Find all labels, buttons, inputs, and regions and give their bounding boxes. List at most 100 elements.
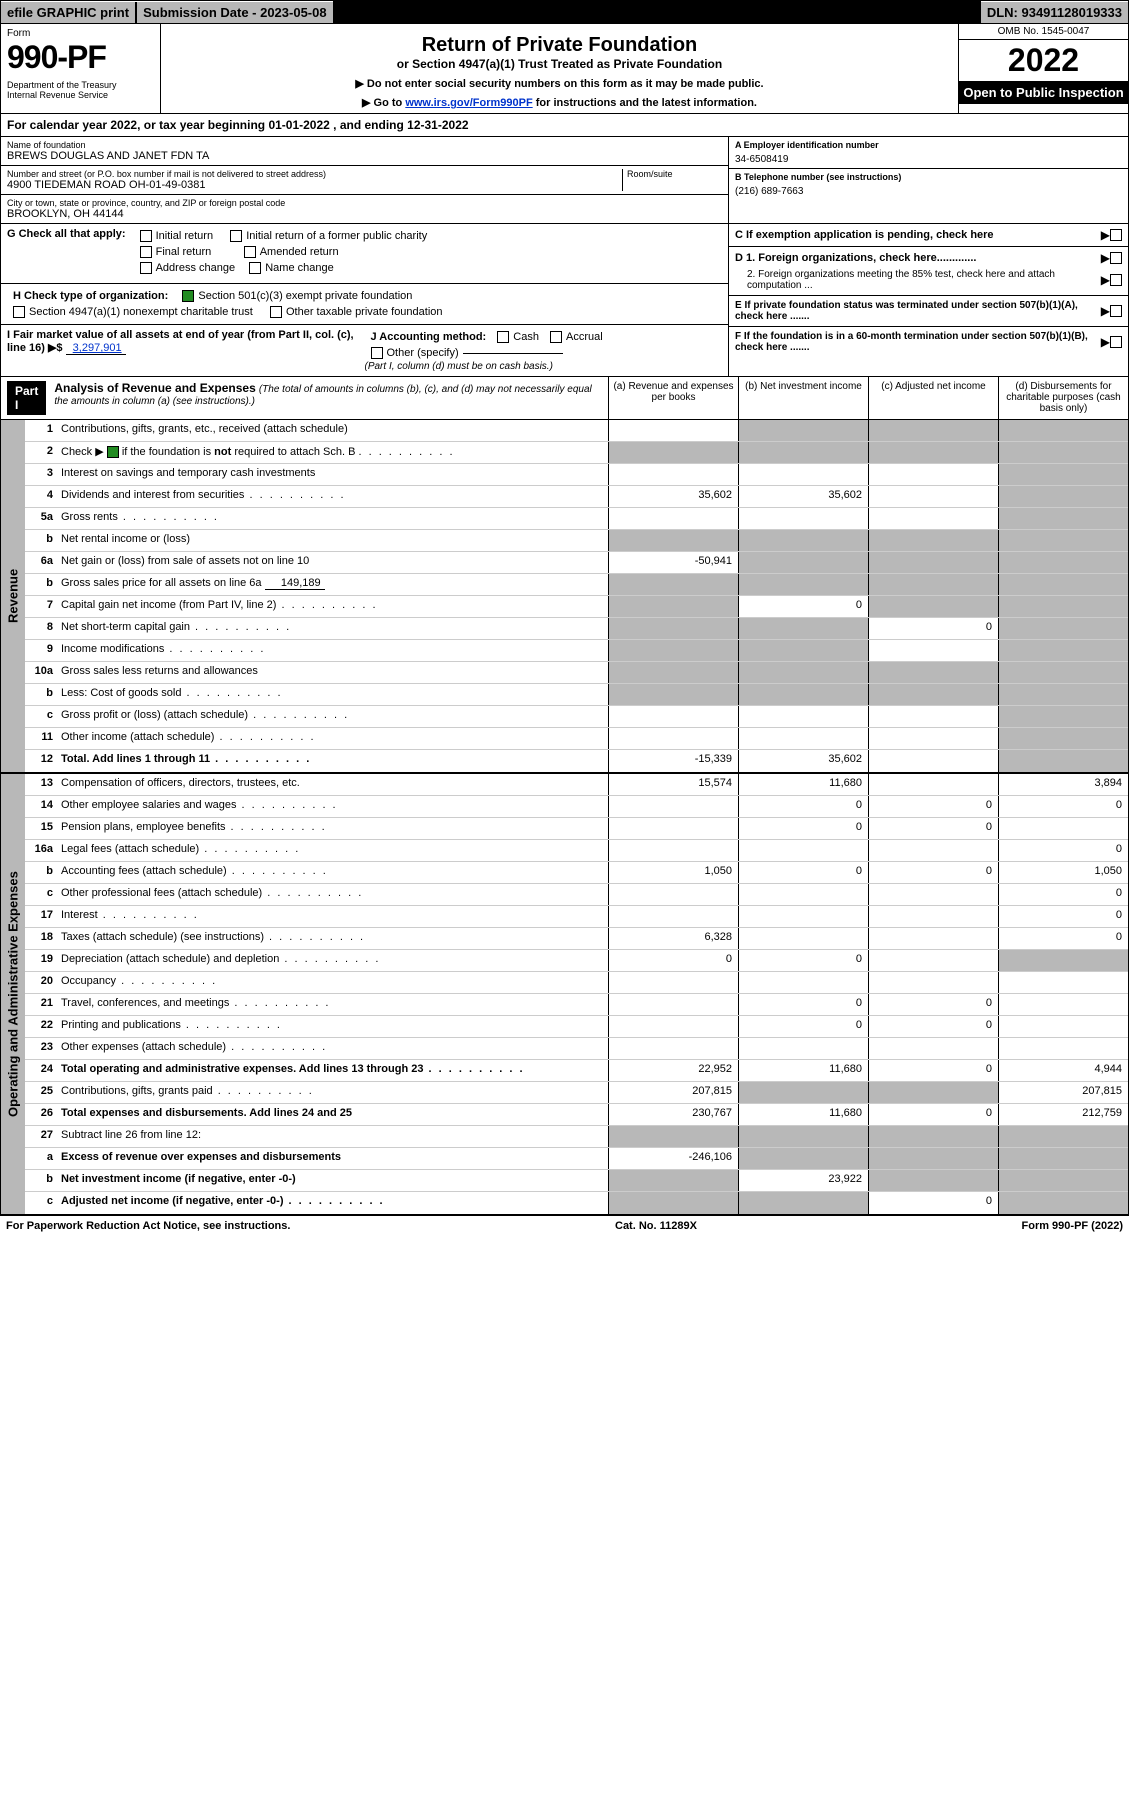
cell-c: [868, 1038, 998, 1059]
cb-f[interactable]: [1110, 336, 1122, 348]
revenue-table: Revenue 1Contributions, gifts, grants, e…: [0, 420, 1129, 773]
cell-d: [998, 1126, 1128, 1147]
table-row: bNet rental income or (loss): [25, 530, 1128, 552]
note2-post: for instructions and the latest informat…: [533, 97, 757, 109]
desc: Net gain or (loss) from sale of assets n…: [57, 552, 608, 573]
cell-a: 1,050: [608, 862, 738, 883]
cb-initial-former[interactable]: [230, 230, 242, 242]
j-other-input[interactable]: [463, 353, 563, 354]
h-501c3: Section 501(c)(3) exempt private foundat…: [198, 290, 412, 302]
cell-c: [868, 442, 998, 463]
ln: c: [25, 884, 57, 905]
g-row: G Check all that apply: Initial return I…: [1, 224, 728, 284]
desc: Interest on savings and temporary cash i…: [57, 464, 608, 485]
cell-c: [868, 972, 998, 993]
cell-b: [738, 574, 868, 595]
cell-d: [998, 750, 1128, 772]
cell-c: [868, 774, 998, 795]
desc: Net investment income (if negative, ente…: [57, 1170, 608, 1191]
calendar-year: For calendar year 2022, or tax year begi…: [0, 114, 1129, 137]
i-val[interactable]: 3,297,901: [66, 342, 126, 355]
cb-accrual[interactable]: [550, 331, 562, 343]
inspection-label: Open to Public Inspection: [959, 81, 1128, 104]
cell-d: [998, 530, 1128, 551]
d: Other professional fees (attach schedule…: [61, 887, 262, 899]
cb-initial[interactable]: [140, 230, 152, 242]
ln: 11: [25, 728, 57, 749]
cell-c: [868, 508, 998, 529]
cell-b: [738, 1148, 868, 1169]
cell-b: 35,602: [738, 486, 868, 507]
cell-d: [998, 972, 1128, 993]
table-row: 14Other employee salaries and wages000: [25, 796, 1128, 818]
cb-d1[interactable]: [1110, 252, 1122, 264]
cell-d: [998, 640, 1128, 661]
addr-val: 4900 TIEDEMAN ROAD OH-01-49-0381: [7, 179, 622, 191]
g-name: Name change: [265, 262, 334, 274]
cb-other-tax[interactable]: [270, 306, 282, 318]
cell-c: 0: [868, 1192, 998, 1214]
table-row: 5aGross rents: [25, 508, 1128, 530]
cell-d: 212,759: [998, 1104, 1128, 1125]
cb-501c3[interactable]: [182, 290, 194, 302]
cell-d: [998, 662, 1128, 683]
desc: Contributions, gifts, grants paid: [57, 1082, 608, 1103]
desc: Total expenses and disbursements. Add li…: [57, 1104, 608, 1125]
cell-c: [868, 1170, 998, 1191]
expenses-rows: 13Compensation of officers, directors, t…: [25, 774, 1128, 1214]
part1-label: Part I: [7, 381, 46, 415]
ln: c: [25, 1192, 57, 1214]
desc: Income modifications: [57, 640, 608, 661]
ln: 23: [25, 1038, 57, 1059]
cell-d: 1,050: [998, 862, 1128, 883]
cb-4947[interactable]: [13, 306, 25, 318]
cell-c: [868, 1148, 998, 1169]
g-final: Final return: [156, 246, 212, 258]
table-row: cGross profit or (loss) (attach schedule…: [25, 706, 1128, 728]
cell-a: [608, 796, 738, 817]
cb-schb[interactable]: [107, 446, 119, 458]
cb-other-acct[interactable]: [371, 347, 383, 359]
dept: Department of the Treasury Internal Reve…: [7, 80, 154, 100]
cb-cash[interactable]: [497, 331, 509, 343]
cb-c[interactable]: [1110, 229, 1122, 241]
ij-row: I Fair market value of all assets at end…: [1, 325, 728, 376]
efile-label[interactable]: efile GRAPHIC print: [1, 2, 135, 23]
cb-amended[interactable]: [244, 246, 256, 258]
cell-a: [608, 1038, 738, 1059]
desc: Total operating and administrative expen…: [57, 1060, 608, 1081]
cb-name[interactable]: [249, 262, 261, 274]
cell-b: 35,602: [738, 750, 868, 772]
cell-a: 35,602: [608, 486, 738, 507]
form-link[interactable]: www.irs.gov/Form990PF: [405, 97, 532, 109]
ln: a: [25, 1148, 57, 1169]
cb-final[interactable]: [140, 246, 152, 258]
desc: Interest: [57, 906, 608, 927]
cell-d: 0: [998, 840, 1128, 861]
ln: 16a: [25, 840, 57, 861]
d: Accounting fees (attach schedule): [61, 865, 227, 877]
j-cash: Cash: [513, 331, 539, 343]
ln: 22: [25, 1016, 57, 1037]
e-label: E If private foundation status was termi…: [735, 300, 1101, 322]
d2-label: 2. Foreign organizations meeting the 85%…: [735, 269, 1101, 291]
table-row: 6aNet gain or (loss) from sale of assets…: [25, 552, 1128, 574]
ln: 7: [25, 596, 57, 617]
cell-b: 0: [738, 950, 868, 971]
cb-address[interactable]: [140, 262, 152, 274]
cb-d2[interactable]: [1110, 274, 1122, 286]
cell-b: [738, 508, 868, 529]
cell-b: [738, 618, 868, 639]
form-label: Form: [7, 28, 154, 39]
cell-d: [998, 618, 1128, 639]
cb-e[interactable]: [1110, 305, 1122, 317]
cell-a: [608, 420, 738, 441]
cell-c: [868, 928, 998, 949]
cell-c: 0: [868, 1060, 998, 1081]
ln: 6a: [25, 552, 57, 573]
cell-a: [608, 508, 738, 529]
desc: Total. Add lines 1 through 11: [57, 750, 608, 772]
table-row: 16aLegal fees (attach schedule)0: [25, 840, 1128, 862]
cell-a: 230,767: [608, 1104, 738, 1125]
d: Less: Cost of goods sold: [61, 687, 181, 699]
